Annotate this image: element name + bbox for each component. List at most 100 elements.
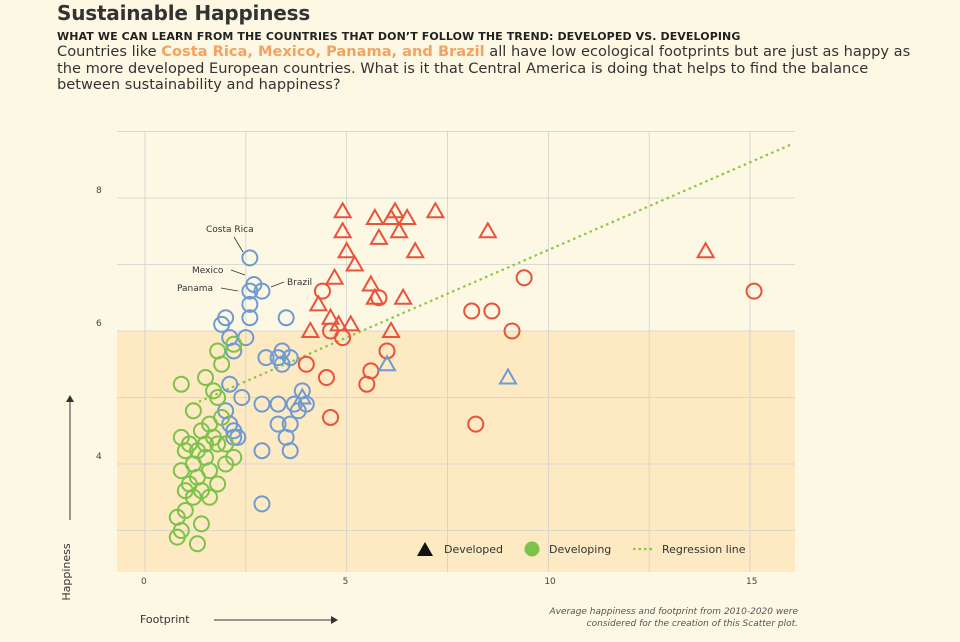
data-point-circle bbox=[503, 322, 521, 340]
data-point-circle bbox=[172, 462, 190, 480]
annotation-arrow bbox=[233, 236, 244, 253]
data-point-triangle bbox=[332, 201, 353, 219]
data-point-circle bbox=[225, 335, 243, 353]
data-point-circle bbox=[322, 408, 340, 426]
x-tick-label: 15 bbox=[746, 577, 757, 587]
annotation-label: Panama bbox=[177, 284, 213, 294]
y-axis-arrowhead bbox=[66, 395, 74, 402]
data-point-circle bbox=[378, 342, 396, 360]
data-point-circle bbox=[184, 402, 202, 420]
x-tick-label: 5 bbox=[343, 577, 349, 587]
legend-developed-marker bbox=[417, 542, 433, 556]
data-point-triangle bbox=[695, 241, 716, 259]
data-point-circle bbox=[225, 342, 243, 360]
data-point-circle bbox=[172, 375, 190, 393]
data-point-circle bbox=[180, 435, 198, 453]
x-axis-arrowhead bbox=[331, 616, 338, 624]
data-point-circle bbox=[370, 289, 388, 307]
data-point-circle bbox=[233, 389, 251, 406]
data-point-circle bbox=[281, 442, 299, 460]
data-point-circle bbox=[318, 369, 335, 387]
data-point-triangle bbox=[478, 221, 498, 239]
data-point-circle bbox=[176, 482, 194, 500]
data-point-triangle bbox=[332, 221, 353, 239]
data-point-circle bbox=[313, 282, 331, 300]
footer-note: Average happiness and footprint from 201… bbox=[549, 607, 798, 629]
y-tick-label: 8 bbox=[96, 186, 102, 196]
data-point-circle bbox=[209, 389, 227, 406]
data-point-circle bbox=[269, 415, 287, 433]
data-point-triangle bbox=[389, 221, 409, 239]
legend-developed-label: Developed bbox=[444, 543, 503, 556]
data-point-triangle bbox=[324, 267, 345, 285]
data-point-triangle bbox=[365, 207, 385, 225]
data-point-circle bbox=[358, 375, 376, 393]
data-point-triangle bbox=[425, 201, 446, 219]
y-tick-label: 6 bbox=[96, 319, 102, 329]
data-point-circle bbox=[213, 355, 231, 373]
data-point-circle bbox=[253, 442, 271, 460]
data-point-circle bbox=[168, 528, 186, 546]
data-point-circle bbox=[253, 495, 271, 513]
page-title: Sustainable Happiness bbox=[57, 1, 311, 25]
legend-developing-marker bbox=[524, 541, 540, 557]
data-point-circle bbox=[334, 329, 352, 347]
data-point-circle bbox=[201, 488, 219, 506]
data-point-circle bbox=[297, 355, 315, 373]
data-point-circle bbox=[241, 309, 259, 327]
annotation-arrow bbox=[220, 287, 239, 292]
data-point-circle bbox=[225, 448, 243, 466]
data-point-circle bbox=[188, 535, 206, 553]
annotation-label: Brazil bbox=[287, 278, 312, 288]
data-point-triangle bbox=[405, 241, 425, 259]
annotation-label: Costa Rica bbox=[206, 225, 254, 235]
data-point-triangle bbox=[308, 294, 329, 312]
data-point-circle bbox=[483, 302, 501, 320]
data-point-triangle bbox=[340, 314, 361, 332]
data-point-triangle bbox=[498, 367, 518, 385]
description-suffix: all have low ecological footprints but a… bbox=[57, 43, 911, 93]
data-point-triangle bbox=[377, 354, 397, 372]
data-point-circle bbox=[209, 475, 227, 493]
data-point-circle bbox=[463, 302, 481, 320]
data-point-triangle bbox=[361, 274, 381, 292]
description-highlight: Costa Rica, Mexico, Panama, and Brazil bbox=[161, 43, 485, 60]
data-point-circle bbox=[515, 269, 533, 287]
legend-developing-label: Developing bbox=[549, 543, 611, 556]
x-tick-label: 0 bbox=[141, 577, 147, 587]
data-point-circle bbox=[257, 349, 275, 367]
data-point-triangle bbox=[345, 254, 365, 272]
data-point-circle bbox=[745, 282, 763, 300]
annotation-arrow bbox=[270, 281, 285, 288]
data-point-circle bbox=[217, 435, 235, 453]
legend-regression-label: Regression line bbox=[662, 543, 746, 556]
data-point-triangle bbox=[369, 227, 389, 245]
regression-line bbox=[192, 143, 791, 406]
annotation-arrow bbox=[230, 269, 246, 276]
y-tick-label: 4 bbox=[96, 452, 102, 462]
data-point-circle bbox=[241, 295, 259, 313]
data-point-triangle bbox=[300, 320, 321, 338]
y-axis-label: Happiness bbox=[60, 543, 73, 601]
description: Countries like Costa Rica, Mexico, Panam… bbox=[57, 43, 917, 94]
data-point-triangle bbox=[393, 287, 413, 305]
data-point-circle bbox=[221, 375, 239, 393]
data-point-circle bbox=[217, 309, 235, 327]
data-point-circle bbox=[289, 402, 307, 420]
data-point-circle bbox=[192, 515, 210, 533]
data-point-circle bbox=[197, 369, 214, 387]
x-tick-label: 10 bbox=[544, 577, 556, 587]
description-prefix: Countries like bbox=[57, 43, 162, 60]
data-point-circle bbox=[253, 395, 271, 413]
x-axis-label: Footprint bbox=[140, 613, 190, 626]
data-point-circle bbox=[277, 309, 295, 327]
data-point-circle bbox=[269, 395, 287, 413]
data-point-triangle bbox=[381, 320, 401, 338]
page-subtitle: WHAT WE CAN LEARN FROM THE COUNTRIES THA… bbox=[57, 30, 741, 43]
data-point-circle bbox=[281, 349, 299, 367]
data-point-triangle bbox=[385, 201, 405, 219]
annotation-label: Mexico bbox=[192, 266, 224, 276]
data-point-triangle bbox=[397, 207, 417, 225]
data-point-circle bbox=[241, 249, 259, 267]
